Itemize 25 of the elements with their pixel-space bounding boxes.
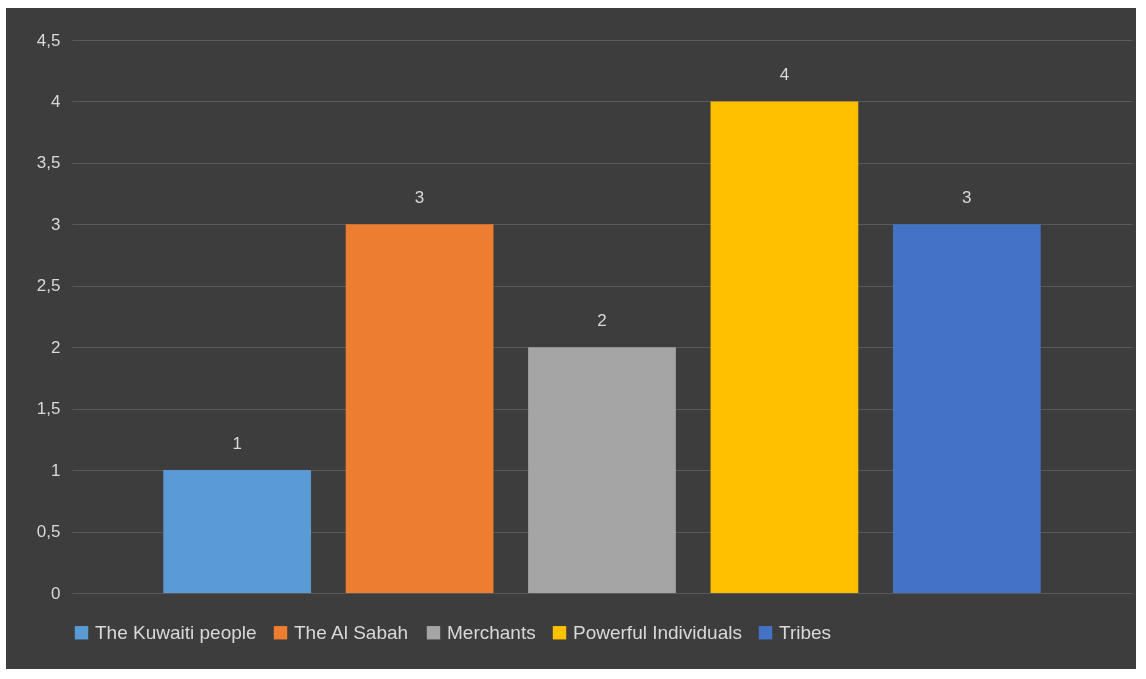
- data-label: 3: [962, 188, 972, 208]
- legend-label: The Kuwaiti people: [95, 621, 257, 643]
- y-tick-label: 2: [51, 337, 61, 357]
- legend-label: Merchants: [447, 621, 536, 643]
- bar: [345, 224, 494, 593]
- bar: [710, 101, 859, 593]
- y-tick-label: 0: [51, 583, 61, 603]
- y-tick-label: 2,5: [36, 276, 61, 296]
- data-label: 4: [779, 65, 790, 85]
- y-tick-label: 0,5: [36, 522, 61, 542]
- bar: [892, 224, 1041, 593]
- legend-label: The Al Sabah: [294, 621, 409, 643]
- data-label: 2: [597, 311, 607, 331]
- bar: [528, 347, 676, 593]
- data-label: 1: [232, 434, 242, 454]
- y-tick-label: 4,5: [36, 30, 61, 50]
- bar: [163, 470, 312, 593]
- data-label: 3: [414, 188, 425, 208]
- legend-label: Tribes: [779, 621, 832, 643]
- legend-label: Powerful Individuals: [573, 621, 742, 643]
- y-tick-label: 1: [51, 460, 61, 480]
- y-tick-label: 3,5: [36, 153, 61, 173]
- y-tick-label: 1,5: [36, 399, 61, 419]
- y-tick-label: 4: [51, 91, 61, 111]
- y-tick-label: 3: [51, 214, 61, 234]
